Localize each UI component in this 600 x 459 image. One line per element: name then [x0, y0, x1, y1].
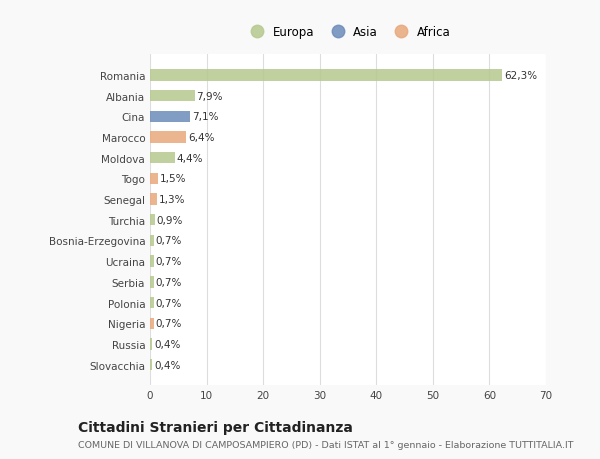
Text: 4,4%: 4,4% [176, 153, 203, 163]
Bar [150, 70, 502, 81]
Bar [150, 132, 186, 143]
Text: 0,4%: 0,4% [154, 360, 181, 370]
Text: 0,9%: 0,9% [157, 215, 183, 225]
Bar [150, 256, 154, 267]
Legend: Europa, Asia, Africa: Europa, Asia, Africa [241, 21, 455, 44]
Text: 7,1%: 7,1% [192, 112, 218, 122]
Bar [150, 359, 152, 370]
Text: Cittadini Stranieri per Cittadinanza: Cittadini Stranieri per Cittadinanza [78, 420, 353, 434]
Text: 0,7%: 0,7% [155, 236, 182, 246]
Text: 0,7%: 0,7% [155, 277, 182, 287]
Bar [150, 91, 194, 102]
Text: 0,7%: 0,7% [155, 298, 182, 308]
Text: COMUNE DI VILLANOVA DI CAMPOSAMPIERO (PD) - Dati ISTAT al 1° gennaio - Elaborazi: COMUNE DI VILLANOVA DI CAMPOSAMPIERO (PD… [78, 440, 574, 449]
Text: 0,4%: 0,4% [154, 339, 181, 349]
Bar [150, 318, 154, 329]
Text: 1,3%: 1,3% [159, 195, 185, 205]
Text: 0,7%: 0,7% [155, 257, 182, 267]
Bar [150, 174, 158, 185]
Text: 1,5%: 1,5% [160, 174, 187, 184]
Text: 6,4%: 6,4% [188, 133, 214, 143]
Text: 7,9%: 7,9% [196, 91, 223, 101]
Bar [150, 194, 157, 205]
Bar [150, 153, 175, 164]
Bar [150, 112, 190, 123]
Bar [150, 297, 154, 308]
Bar [150, 339, 152, 350]
Bar [150, 215, 155, 226]
Bar [150, 235, 154, 246]
Bar [150, 277, 154, 288]
Text: 0,7%: 0,7% [155, 319, 182, 329]
Text: 62,3%: 62,3% [504, 71, 537, 81]
